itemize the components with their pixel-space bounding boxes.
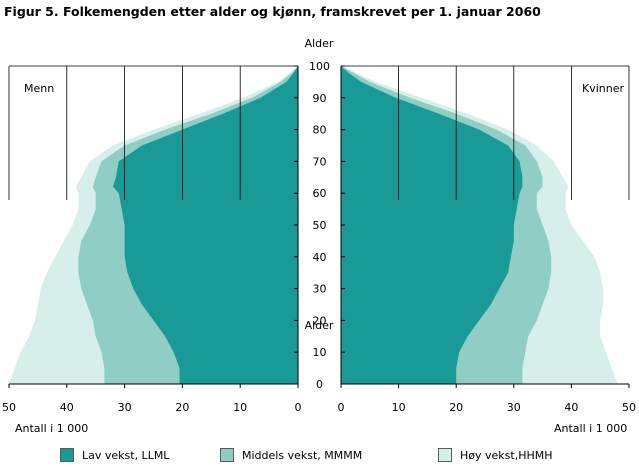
legend-item-high: Høy vekst,HHMH bbox=[438, 446, 553, 464]
age-tick-label-90: 90 bbox=[313, 92, 327, 105]
value-tick-labels: 0 0 10 10 20 20 30 30 40 40 50 50 bbox=[2, 401, 636, 414]
women-area-low bbox=[341, 66, 523, 384]
age-tick-labels: 0 10 20 30 40 50 60 70 80 90 100 bbox=[309, 60, 330, 391]
age-tick-label-20: 20 bbox=[313, 314, 327, 327]
legend: Lav vekst, LLML Middels vekst, MMMM Høy … bbox=[60, 446, 639, 466]
legend-swatch-high bbox=[438, 448, 452, 462]
legend-item-mid: Middels vekst, MMMM bbox=[220, 446, 362, 464]
age-tick-label-60: 60 bbox=[313, 187, 327, 200]
men-area-low bbox=[113, 66, 298, 384]
age-axis-label-middle: Alder bbox=[305, 319, 334, 332]
value-tick-label-women-40: 40 bbox=[564, 401, 578, 414]
value-tick-label-women-20: 20 bbox=[449, 401, 463, 414]
value-axis-label-left: Antall i 1 000 bbox=[15, 422, 88, 435]
age-tick-label-50: 50 bbox=[313, 219, 327, 232]
age-tick-label-100: 100 bbox=[309, 60, 330, 73]
legend-swatch-low bbox=[60, 448, 74, 462]
women-label: Kvinner bbox=[582, 82, 624, 95]
value-tick-label-women-10: 10 bbox=[392, 401, 406, 414]
value-tick-label-men-10: 10 bbox=[233, 401, 247, 414]
age-tick-label-40: 40 bbox=[313, 251, 327, 264]
chart-title: Figur 5. Folkemengden etter alder og kjø… bbox=[4, 4, 541, 19]
value-tick-label-men-20: 20 bbox=[175, 401, 189, 414]
legend-label-mid: Middels vekst, MMMM bbox=[242, 448, 363, 462]
value-tick-label-women-0: 0 bbox=[338, 401, 345, 414]
age-tick-label-70: 70 bbox=[313, 155, 327, 168]
age-tick-label-10: 10 bbox=[313, 346, 327, 359]
women-areas bbox=[341, 66, 618, 384]
value-axis-label-right: Antall i 1 000 bbox=[554, 422, 627, 435]
value-tick-label-women-50: 50 bbox=[622, 401, 636, 414]
value-tick-label-women-30: 30 bbox=[507, 401, 521, 414]
legend-label-low: Lav vekst, LLML bbox=[82, 448, 170, 462]
legend-label-high: Høy vekst,HHMH bbox=[460, 448, 553, 462]
age-axis-label-top: Alder bbox=[305, 37, 334, 50]
men-areas bbox=[9, 66, 299, 384]
age-tick-label-0: 0 bbox=[316, 378, 323, 391]
value-tick-label-men-40: 40 bbox=[60, 401, 74, 414]
legend-item-low: Lav vekst, LLML bbox=[60, 446, 169, 464]
men-label: Menn bbox=[24, 82, 54, 95]
age-tick-label-80: 80 bbox=[313, 124, 327, 137]
grid-lines bbox=[8, 65, 630, 200]
axes bbox=[8, 65, 630, 388]
age-tick-label-30: 30 bbox=[313, 283, 327, 296]
value-tick-label-men-30: 30 bbox=[118, 401, 132, 414]
value-tick-label-men-0: 0 bbox=[295, 401, 302, 414]
value-tick-label-men-50: 50 bbox=[2, 401, 16, 414]
legend-swatch-mid bbox=[220, 448, 234, 462]
